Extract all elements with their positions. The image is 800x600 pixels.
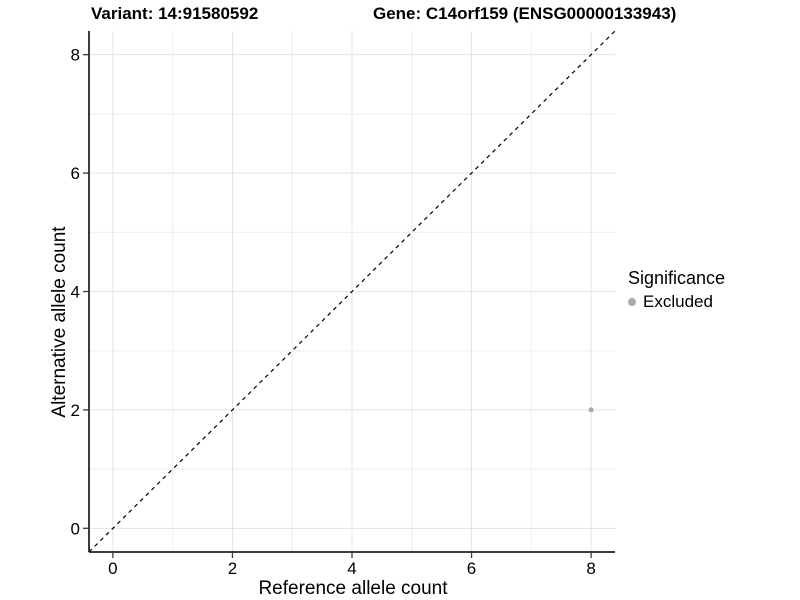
- x-tick-label: 8: [586, 559, 595, 578]
- y-tick-label: 6: [71, 164, 80, 183]
- data-point: [588, 407, 594, 413]
- y-tick-label: 4: [71, 283, 80, 302]
- legend-key-dot-icon: [628, 298, 636, 306]
- legend-title: Significance: [628, 268, 726, 288]
- y-axis-title: Alternative allele count: [49, 226, 70, 418]
- x-tick-label: 0: [108, 559, 117, 578]
- plot-title-gene: Gene: C14orf159 (ENSG00000133943): [373, 4, 677, 23]
- x-tick-label: 4: [347, 559, 356, 578]
- legend-entry-label: Excluded: [643, 292, 713, 311]
- y-tick-label: 0: [71, 519, 80, 538]
- y-tick-label: 2: [71, 401, 80, 420]
- x-axis-title: Reference allele count: [258, 578, 448, 599]
- x-tick-label: 6: [467, 559, 476, 578]
- legend: Significance Excluded: [628, 268, 725, 312]
- x-tick-label: 2: [228, 559, 237, 578]
- y-tick-label: 8: [71, 46, 80, 65]
- identity-line: [88, 30, 616, 553]
- plot-title-variant: Variant: 14:91580592: [91, 4, 259, 23]
- legend-entry-excluded: Excluded: [628, 292, 725, 312]
